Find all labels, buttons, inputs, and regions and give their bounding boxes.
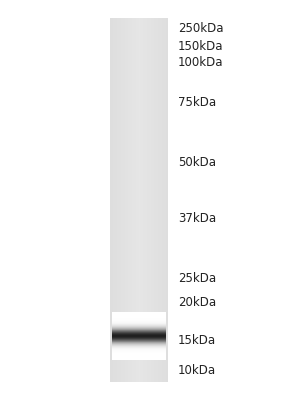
Text: 50kDa: 50kDa xyxy=(178,156,216,170)
Text: 20kDa: 20kDa xyxy=(178,296,216,308)
Text: 100kDa: 100kDa xyxy=(178,56,223,70)
Text: 37kDa: 37kDa xyxy=(178,212,216,224)
Text: 25kDa: 25kDa xyxy=(178,272,216,284)
Text: 250kDa: 250kDa xyxy=(178,22,223,34)
Text: 150kDa: 150kDa xyxy=(178,40,223,52)
Text: 10kDa: 10kDa xyxy=(178,364,216,376)
Bar xyxy=(110,18,168,382)
Text: 15kDa: 15kDa xyxy=(178,334,216,346)
Text: 75kDa: 75kDa xyxy=(178,96,216,108)
